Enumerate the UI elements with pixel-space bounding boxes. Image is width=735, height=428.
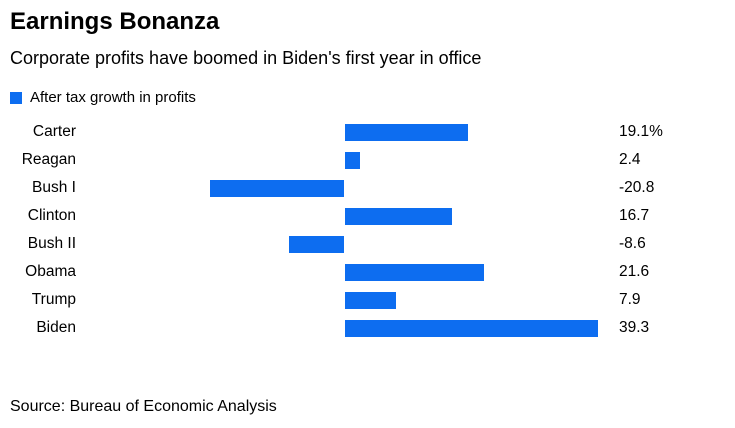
bar-row: Obama 21.6	[10, 258, 725, 286]
bar-category-label: Carter	[32, 123, 76, 140]
bar	[344, 291, 396, 309]
bar	[344, 319, 599, 337]
bar-value-label: 21.6	[619, 263, 650, 280]
bar-category-label: Trump	[31, 291, 76, 308]
bar	[288, 235, 345, 253]
bar	[344, 263, 485, 281]
source-note: Source: Bureau of Economic Analysis	[10, 398, 277, 415]
bar-category-label: Bush II	[27, 235, 76, 252]
bar-row: Biden 39.3	[10, 314, 725, 342]
bar-value-label: 16.7	[619, 207, 650, 224]
bar-value-label: 7.9	[619, 291, 641, 308]
bar-category-label: Bush I	[32, 179, 76, 196]
bar	[344, 207, 453, 225]
bar-track	[86, 235, 603, 253]
bar	[344, 151, 360, 169]
bar-track	[86, 123, 603, 141]
bar-category-label: Biden	[36, 319, 76, 336]
bar-track	[86, 151, 603, 169]
bar-row: Carter 19.1%	[10, 118, 725, 146]
chart-title: Earnings Bonanza	[10, 8, 220, 35]
bar	[210, 179, 345, 197]
bar-track	[86, 291, 603, 309]
legend: After tax growth in profits	[10, 89, 725, 106]
bar-category-label: Obama	[25, 263, 76, 280]
legend-swatch-icon	[10, 91, 22, 104]
legend-label: After tax growth in profits	[30, 89, 196, 106]
bar-track	[86, 179, 603, 197]
bar	[344, 123, 468, 141]
bar-category-label: Reagan	[21, 151, 76, 168]
bar-value-label: 39.3	[619, 319, 650, 336]
bar-row: Clinton 16.7	[10, 202, 725, 230]
bar-track	[86, 207, 603, 225]
bar-value-label: -8.6	[619, 235, 646, 252]
bar-value-label: -20.8	[619, 179, 655, 196]
bar-track	[86, 319, 603, 337]
bar-chart: Carter 19.1% Reagan 2.4 Bush I -20.8 Clinton 16…	[10, 118, 725, 342]
bar-value-label: 19.1%	[619, 123, 663, 140]
bar-track	[86, 263, 603, 281]
bar-row: Reagan 2.4	[10, 146, 725, 174]
chart-subtitle: Corporate profits have boomed in Biden's…	[10, 48, 482, 68]
bar-row: Trump 7.9	[10, 286, 725, 314]
bar-row: Bush I -20.8	[10, 174, 725, 202]
bar-value-label: 2.4	[619, 151, 641, 168]
bar-category-label: Clinton	[27, 207, 76, 224]
bar-row: Bush II -8.6	[10, 230, 725, 258]
